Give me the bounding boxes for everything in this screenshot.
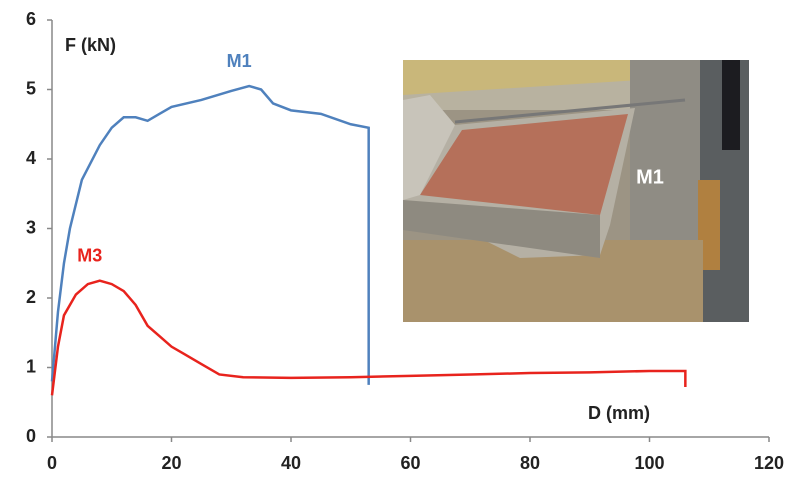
y-tick-label: 5: [26, 78, 36, 98]
series-label: M3: [77, 245, 102, 265]
x-tick-label: 0: [47, 453, 57, 473]
x-axis-label: D (mm): [588, 403, 650, 423]
y-tick-label: 3: [26, 217, 36, 237]
y-tick-label: 2: [26, 287, 36, 307]
y-tick-label: 0: [26, 426, 36, 446]
inset-photo: M1: [403, 60, 749, 322]
y-axis-label: F (kN): [65, 35, 116, 55]
series-line: [52, 86, 369, 385]
x-tick-label: 120: [754, 453, 784, 473]
inset-label: M1: [636, 166, 664, 188]
x-tick-label: 80: [520, 453, 540, 473]
chart: M1 F (kN) D (mm) 0123456020406080100120M…: [0, 0, 794, 483]
series-label: M1: [227, 51, 252, 71]
x-tick-label: 100: [634, 453, 664, 473]
x-tick-label: 20: [161, 453, 181, 473]
x-tick-label: 60: [400, 453, 420, 473]
x-tick-label: 40: [281, 453, 301, 473]
y-tick-label: 6: [26, 9, 36, 29]
y-tick-label: 4: [26, 148, 36, 168]
y-tick-label: 1: [26, 356, 36, 376]
